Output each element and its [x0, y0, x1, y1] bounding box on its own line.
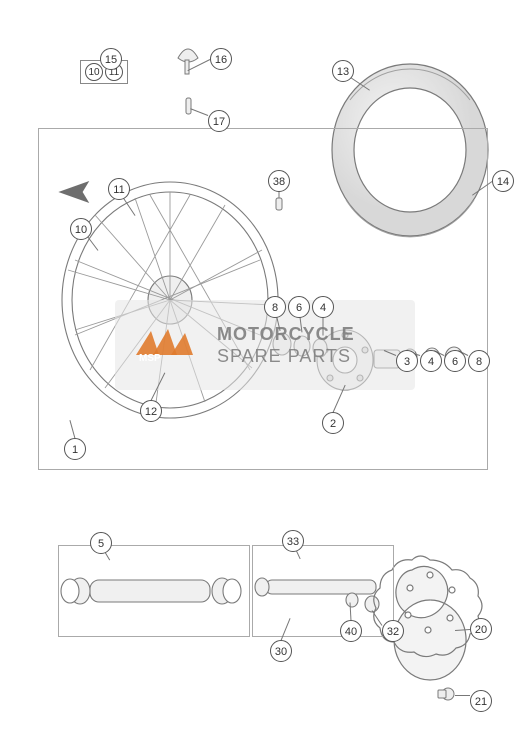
- callout-21: 21: [470, 690, 492, 712]
- callout-11: 11: [108, 178, 130, 200]
- callout-14: 14: [492, 170, 514, 192]
- callout-13: 13: [332, 60, 354, 82]
- callout-8b: 8: [468, 350, 490, 372]
- callout-6: 6: [288, 296, 310, 318]
- watermark-text: MOTORCYCLE SPARE PARTS: [217, 323, 355, 368]
- axle-frame: [252, 545, 394, 637]
- axle-sleeve-frame: [58, 545, 250, 637]
- watermark: MSP MOTORCYCLE SPARE PARTS: [115, 300, 415, 390]
- callout-3: 3: [396, 350, 418, 372]
- watermark-line2: SPARE PARTS: [217, 345, 355, 368]
- callout-32: 32: [382, 620, 404, 642]
- callout-30: 30: [270, 640, 292, 662]
- main-assembly-frame: [38, 128, 488, 470]
- callout-5: 5: [90, 532, 112, 554]
- callout-4b: 4: [420, 350, 442, 372]
- callout-6b: 6: [444, 350, 466, 372]
- callout-10: 10: [85, 63, 103, 81]
- callout-16: 16: [210, 48, 232, 70]
- callout-10: 10: [70, 218, 92, 240]
- leader-l-21: [455, 695, 470, 696]
- callout-2: 2: [322, 412, 344, 434]
- part-17: [186, 98, 191, 114]
- callout-17: 17: [208, 110, 230, 132]
- callout-12: 12: [140, 400, 162, 422]
- callout-38: 38: [268, 170, 290, 192]
- callout-40: 40: [340, 620, 362, 642]
- callout-8: 8: [264, 296, 286, 318]
- callout-20: 20: [470, 618, 492, 640]
- exploded-diagram: MSP MOTORCYCLE SPARE PARTS 10 11 1516171…: [0, 0, 530, 743]
- callout-33: 33: [282, 530, 304, 552]
- callout-15: 15: [100, 48, 122, 70]
- svg-text:MSP: MSP: [139, 353, 161, 364]
- msp-logo: MSP: [133, 325, 203, 365]
- callout-4: 4: [312, 296, 334, 318]
- watermark-line1: MOTORCYCLE: [217, 323, 355, 346]
- rotor-bolt: [438, 688, 454, 700]
- callout-1: 1: [64, 438, 86, 460]
